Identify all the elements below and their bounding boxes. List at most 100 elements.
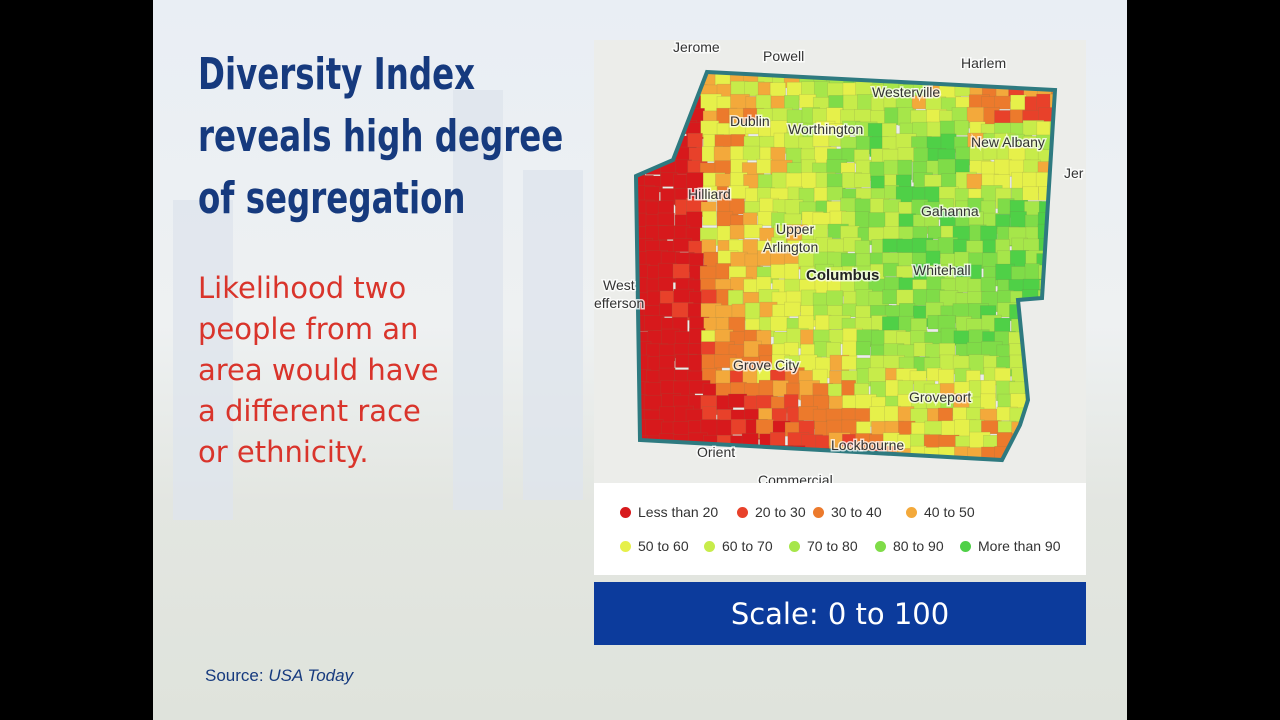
map-region (924, 420, 943, 436)
legend-item: 30 to 40 (813, 504, 882, 520)
map-label: Groveport (909, 389, 971, 405)
map-region (702, 210, 717, 226)
legend-item: Less than 20 (620, 504, 718, 520)
legend-label: Less than 20 (638, 504, 719, 520)
map-label: Worthington (788, 121, 863, 137)
legend-label: More than 90 (978, 538, 1061, 554)
map-region (854, 173, 871, 188)
map-label: Harlem (961, 55, 1006, 71)
title-line: of segregation (198, 173, 466, 224)
map-region (715, 263, 731, 280)
map-region (744, 302, 761, 321)
map-label: Lockbourne (831, 437, 904, 453)
map-label: Commercial (758, 472, 833, 483)
map-label: New Albany (971, 134, 1045, 150)
legend-item: More than 90 (960, 538, 1061, 554)
map-region (784, 263, 800, 281)
legend-label: 20 to 30 (755, 504, 806, 520)
map-region (912, 288, 928, 306)
legend-swatch (704, 540, 715, 552)
legend-swatch (875, 540, 886, 552)
county-border (633, 69, 1058, 463)
subtitle-line: or ethnicity. (198, 435, 369, 469)
map: Jerome Powell Harlem Westerville Dublin … (594, 40, 1086, 483)
legend-swatch (813, 506, 824, 518)
map-label: Dublin (730, 113, 770, 129)
map-label: Upper (776, 221, 814, 237)
title: Diversity Index reveals high degree of s… (198, 44, 563, 230)
map-region (841, 303, 857, 318)
title-line: Diversity Index (198, 49, 476, 100)
map-region (784, 95, 800, 110)
legend-swatch (906, 506, 917, 518)
source: Source: USA Today (205, 666, 353, 686)
map-region (868, 367, 887, 383)
map-region (855, 81, 874, 96)
background-building (453, 90, 503, 510)
map-label: Jerome (673, 40, 720, 55)
map-region (643, 315, 664, 331)
map-label: Gahanna (921, 203, 979, 219)
slide: Diversity Index reveals high degree of s… (153, 0, 1127, 720)
map-region (770, 146, 786, 163)
map-label: efferson (594, 295, 644, 311)
legend-item: 20 to 30 (737, 504, 806, 520)
map-region (770, 316, 789, 332)
subtitle-line: people from an (198, 312, 419, 346)
map-region (813, 81, 830, 99)
legend-label: 40 to 50 (924, 504, 975, 520)
map-region (966, 342, 983, 356)
map-region (729, 198, 745, 215)
map-region (742, 145, 761, 161)
legend-label: 60 to 70 (722, 538, 773, 554)
legend-item: 60 to 70 (704, 538, 773, 554)
legend-label: 70 to 80 (807, 538, 858, 554)
map-region (854, 240, 870, 256)
subtitle: Likelihood two people from an area would… (198, 268, 439, 473)
map-region (827, 82, 845, 97)
map-label: Arlington (763, 239, 818, 255)
map-label: Westerville (872, 84, 940, 100)
map-region (882, 262, 899, 277)
legend-label: 30 to 40 (831, 504, 882, 520)
legend-item: 70 to 80 (789, 538, 858, 554)
map-region (897, 252, 913, 267)
legend-item: 80 to 90 (875, 538, 944, 554)
map-label: Jer (1064, 165, 1084, 181)
map-label: Columbus (806, 267, 879, 284)
map-label: Whitehall (913, 262, 971, 278)
map-region (729, 224, 745, 240)
background-building (173, 200, 233, 520)
map-label: Orient (697, 444, 735, 460)
legend-label: 50 to 60 (638, 538, 689, 554)
map-region (855, 341, 871, 356)
map-region (756, 158, 773, 174)
source-name: USA Today (268, 666, 354, 685)
map-region (658, 277, 674, 292)
map-region (841, 355, 858, 370)
map-region (784, 301, 801, 317)
map-region (716, 419, 733, 437)
legend-item: 40 to 50 (906, 504, 975, 520)
legend-swatch (620, 506, 631, 518)
map-region (702, 185, 718, 201)
title-line: reveals high degree (198, 111, 564, 162)
subtitle-line: a different race (198, 394, 421, 428)
legend-swatch (737, 506, 748, 518)
map-region (994, 95, 1011, 110)
map-region (800, 329, 816, 346)
map-label: Grove City (733, 357, 799, 373)
map-region (672, 263, 690, 279)
map-region (884, 211, 900, 228)
legend-swatch (789, 540, 800, 552)
map-region (1024, 263, 1041, 280)
legend-label: 80 to 90 (893, 538, 944, 554)
map-label: Hilliard (688, 186, 731, 202)
background-building (523, 170, 583, 500)
scale-banner: Scale: 0 to 100 (594, 582, 1086, 645)
legend-swatch (960, 540, 971, 552)
subtitle-line: Likelihood two (198, 271, 407, 305)
map-label: Powell (763, 48, 804, 64)
map-label: West (603, 277, 635, 293)
